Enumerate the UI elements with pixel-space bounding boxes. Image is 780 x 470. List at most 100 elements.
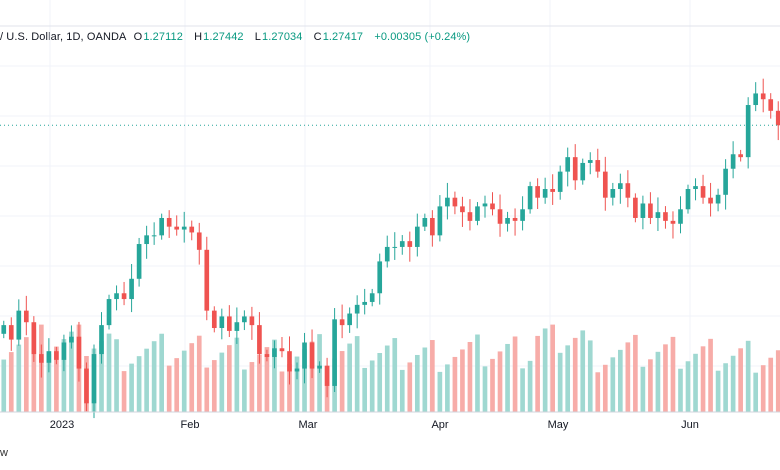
volume-bar xyxy=(31,329,37,412)
volume-bar xyxy=(166,365,172,412)
volume-bar xyxy=(257,354,262,412)
candle-body xyxy=(618,183,623,190)
candle-body xyxy=(685,189,691,210)
volume-bar xyxy=(264,347,270,412)
candle-body xyxy=(745,105,751,158)
volume-bar xyxy=(106,333,112,412)
candle-body xyxy=(738,154,743,158)
candle-body xyxy=(339,319,345,326)
volume-bar xyxy=(16,344,22,412)
volume-bar xyxy=(708,338,713,412)
volume-bar xyxy=(392,338,398,412)
candle-body xyxy=(392,246,398,248)
candle-body xyxy=(84,368,89,404)
volume-bar xyxy=(550,324,555,412)
candle-body xyxy=(8,325,14,340)
volume-bar xyxy=(610,357,616,412)
high-label: H xyxy=(194,31,203,43)
candle-body xyxy=(309,342,315,369)
candle-body xyxy=(497,209,503,224)
candle-body xyxy=(663,212,668,221)
candle-body xyxy=(294,368,300,372)
volume-bar xyxy=(738,348,743,412)
candle-body xyxy=(136,244,142,279)
volume-bar xyxy=(625,342,631,412)
candle-body xyxy=(46,351,52,363)
candle-body xyxy=(227,316,232,331)
candle-body xyxy=(121,293,127,300)
candle-body xyxy=(272,348,277,357)
volume-bar xyxy=(61,339,67,412)
volume-bar xyxy=(279,371,285,412)
candle-body xyxy=(399,241,405,247)
volume-bar xyxy=(69,331,74,412)
volume-bar xyxy=(430,340,435,412)
high-value: 1.27442 xyxy=(203,31,244,43)
candle-body xyxy=(377,261,383,294)
volume-bar xyxy=(505,343,510,412)
candle-body xyxy=(279,348,285,352)
volume-bar xyxy=(768,357,774,412)
volume-bar xyxy=(730,355,736,412)
volume-bar xyxy=(196,335,202,412)
volume-bar xyxy=(99,341,104,412)
candle-body xyxy=(655,212,661,218)
candle-body xyxy=(407,241,413,247)
candle-body xyxy=(633,197,638,218)
volume-bar xyxy=(497,351,503,412)
candle-body xyxy=(648,203,653,218)
candle-body xyxy=(437,206,443,236)
candle-body xyxy=(76,336,82,369)
candle-body xyxy=(144,235,149,245)
candle-body xyxy=(475,206,480,221)
x-tick-label: May xyxy=(548,419,569,431)
volume-bar xyxy=(287,364,292,412)
candle-body xyxy=(527,186,533,210)
volume-bar xyxy=(46,354,52,412)
candle-body xyxy=(129,278,134,300)
candle-body xyxy=(347,313,352,326)
volume-bar xyxy=(663,344,668,412)
volume-bar xyxy=(572,337,578,412)
volume-bar xyxy=(144,348,149,412)
volume-bar xyxy=(384,345,390,412)
candle-body xyxy=(708,197,713,204)
candle-body xyxy=(730,154,736,169)
candle-body xyxy=(520,209,525,221)
volume-bar xyxy=(234,337,240,412)
candle-body xyxy=(23,310,29,323)
candle-body xyxy=(482,203,488,207)
volume-bar xyxy=(272,339,277,412)
candle-body xyxy=(678,209,683,224)
volume-bar xyxy=(655,351,661,412)
candle-body xyxy=(723,168,728,195)
candle-body xyxy=(700,186,706,198)
candle-body xyxy=(91,354,97,404)
volume-bar xyxy=(640,366,646,412)
volume-bar xyxy=(460,349,465,412)
candle-body xyxy=(211,310,217,329)
volume-bar xyxy=(482,366,488,412)
candle-body xyxy=(16,310,22,340)
candle-body xyxy=(362,301,368,305)
candle-body xyxy=(189,226,195,233)
candle-body xyxy=(760,93,766,100)
volume-bar xyxy=(445,364,450,412)
volume-bar xyxy=(527,360,533,412)
volume-bar xyxy=(422,347,428,412)
candle-body xyxy=(557,171,563,192)
volume-bar xyxy=(129,363,134,412)
candle-body xyxy=(159,217,164,236)
candle-body xyxy=(572,157,578,181)
candle-body xyxy=(587,160,593,163)
open-label: O xyxy=(133,31,143,43)
candle-body xyxy=(602,171,608,198)
candle-body xyxy=(467,212,473,221)
volume-bar xyxy=(242,369,247,412)
volume-bar xyxy=(23,337,29,412)
candle-body xyxy=(219,316,225,329)
close-label: C xyxy=(313,31,322,43)
candle-body xyxy=(287,351,292,372)
candle-body xyxy=(302,342,307,369)
